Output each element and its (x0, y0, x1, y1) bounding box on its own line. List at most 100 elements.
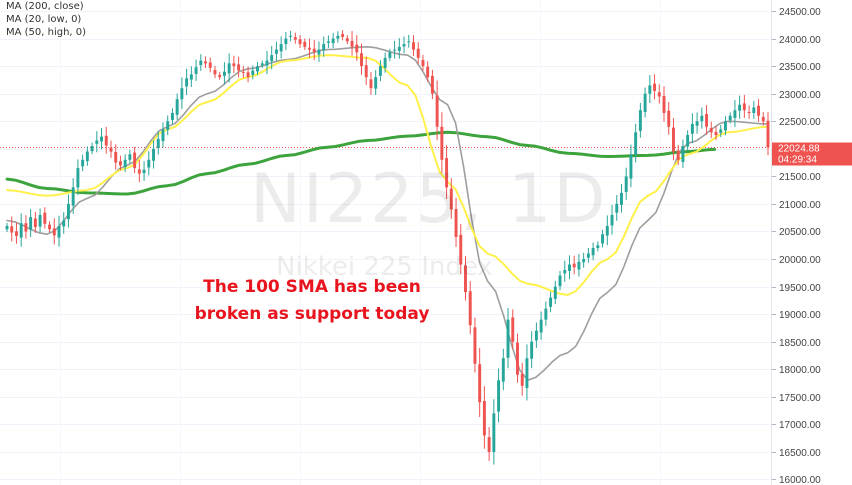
candle-body (634, 132, 638, 155)
candle-body (766, 120, 770, 148)
y-tick-label: 21000.00 (779, 200, 821, 211)
candle-body (643, 93, 647, 112)
candle-body (733, 110, 737, 118)
annotation-line-1: The 100 SMA has been (203, 277, 421, 297)
candle-body (222, 71, 226, 76)
candle-body (137, 169, 141, 174)
candle-body (624, 176, 628, 193)
candle-body (563, 270, 567, 274)
candle-body (700, 115, 704, 122)
candle-body (605, 225, 609, 236)
candle-body (544, 308, 548, 320)
price-axis[interactable]: 16000.00 16500.00 17000.00 17500.00 18000.00… (772, 7, 821, 485)
candle-body (133, 152, 137, 169)
candle-body (426, 66, 430, 78)
candle-body (468, 291, 472, 326)
candle-body (204, 61, 207, 64)
candle-body (43, 212, 47, 224)
legend-ma-20[interactable]: MA (20, low, 0) (6, 14, 82, 25)
candle-body (355, 44, 359, 53)
candle-body (501, 358, 505, 382)
candle-body (293, 37, 297, 40)
candle-body (516, 342, 519, 375)
legend-ma-50[interactable]: MA (50, high, 0) (6, 27, 87, 38)
candle-body (298, 39, 302, 45)
candle-body (161, 129, 165, 142)
annotation-line-2: broken as support today (194, 304, 430, 324)
candle-body (393, 49, 397, 51)
candle-body (714, 131, 718, 136)
candle-body (326, 41, 330, 43)
candle-body (270, 55, 274, 62)
candle-body (52, 228, 56, 236)
candle-body (369, 79, 373, 89)
y-tick-label: 20500.00 (779, 227, 821, 238)
candle-body (81, 159, 85, 167)
candle-body (251, 70, 255, 75)
candle-body (10, 226, 14, 233)
candle-body (553, 286, 557, 299)
candle-body (662, 96, 666, 113)
y-tick-label: 22500.00 (779, 117, 821, 128)
candle-body (454, 208, 458, 237)
candle-body (412, 42, 415, 50)
candle-body (213, 69, 217, 75)
candle-body (364, 65, 368, 78)
candle-body (260, 63, 264, 66)
candle-body (24, 223, 28, 232)
candle-body (629, 154, 633, 179)
candle-body (445, 158, 449, 188)
candle-body (57, 225, 61, 238)
candle-body (596, 245, 600, 249)
candle-body (336, 35, 340, 39)
candle-body (90, 146, 94, 152)
candle-body (497, 380, 501, 412)
candle-body (208, 62, 212, 68)
candle-body (341, 34, 345, 37)
y-tick-label: 20000.00 (779, 255, 821, 266)
candle-body (577, 261, 581, 270)
legend-ma-200[interactable]: MA (200, close) (6, 1, 84, 12)
y-tick-label: 21500.00 (779, 172, 821, 183)
y-tick-label: 24500.00 (779, 7, 821, 18)
candle-body (38, 214, 42, 227)
candle-body (402, 44, 406, 47)
candle-body (331, 38, 335, 44)
candle-body (435, 95, 439, 127)
candle-body (170, 112, 174, 120)
candle-body (421, 60, 425, 67)
candle-body (5, 225, 9, 230)
candle-body (705, 113, 709, 127)
candle-body (388, 52, 392, 58)
candle-body (757, 105, 761, 116)
candle-body (274, 49, 278, 54)
candle-body (360, 53, 363, 67)
candle-body (520, 373, 524, 386)
y-tick-label: 23500.00 (779, 62, 821, 73)
candle-body (416, 48, 420, 58)
current-price-label: 22024.88 04:29:34 (772, 142, 852, 166)
candle-body (492, 413, 496, 452)
candle-body (175, 99, 179, 115)
candle-body (303, 41, 307, 47)
candle-body (289, 35, 293, 37)
candle-body (742, 103, 746, 111)
candle-body (317, 49, 321, 55)
candles (5, 30, 770, 465)
candle-body (109, 147, 113, 152)
bar-countdown: 04:29:34 (778, 155, 817, 166)
candle-body (194, 67, 198, 74)
candle-body (378, 66, 382, 76)
candle-body (620, 192, 623, 205)
candle-body (686, 135, 690, 147)
candle-body (738, 104, 742, 111)
candle-body (62, 220, 66, 227)
candle-body (638, 110, 642, 131)
candle-body (14, 231, 18, 236)
candle-body (147, 159, 151, 168)
candle-body (719, 129, 723, 133)
candle-body (142, 169, 146, 174)
candle-body (322, 44, 326, 51)
candle-body (76, 168, 80, 188)
